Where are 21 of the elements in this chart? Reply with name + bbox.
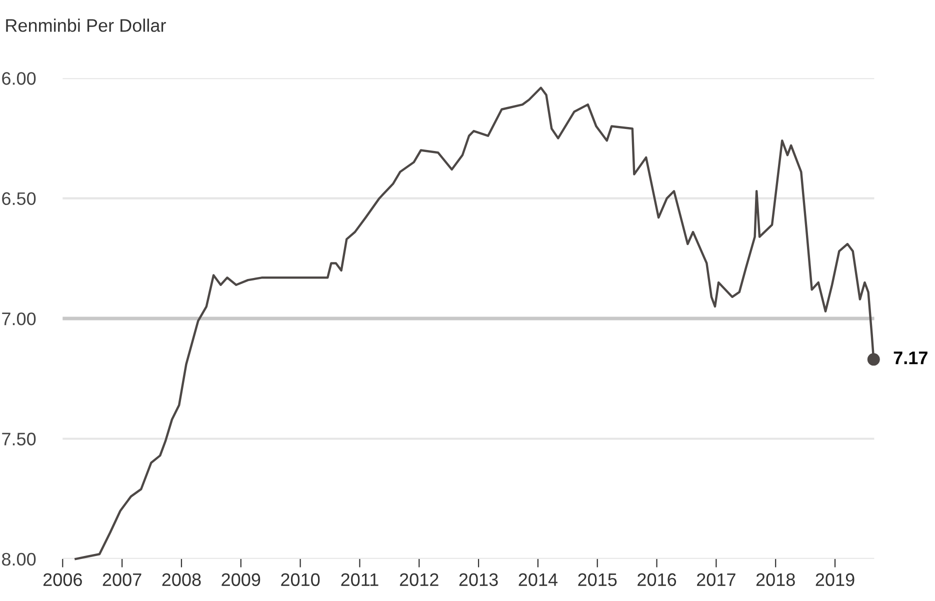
x-tick-label: 2010 [281, 573, 320, 586]
x-tick-label: 2018 [756, 573, 795, 586]
x-tick-label: 2016 [638, 573, 676, 586]
x-tick-label: 2007 [102, 573, 142, 586]
x-tick-label: 2008 [162, 573, 201, 586]
x-tick-label: 2006 [43, 573, 82, 586]
x-tick-label: 2015 [578, 573, 617, 586]
x-tick-label: 2009 [222, 573, 260, 586]
y-tick-label: 6.00 [2, 72, 36, 85]
y-tick-label: 8.00 [2, 552, 36, 566]
x-tick-label: 2017 [697, 573, 736, 586]
x-tick-label: 2012 [400, 573, 438, 586]
y-tick-label: 7.00 [2, 312, 36, 326]
annotation: 7.17 [894, 352, 928, 364]
x-tick-label: 2014 [518, 573, 558, 586]
y-tick-label: 7.50 [2, 432, 36, 446]
y-tick-label: 6.50 [2, 192, 36, 206]
chart-title: Renminbi Per Dollar [6, 18, 166, 32]
x-tick-label: 2011 [341, 573, 378, 586]
x-tick-label: 2019 [816, 573, 854, 586]
x-tick-label: 2013 [459, 573, 498, 586]
